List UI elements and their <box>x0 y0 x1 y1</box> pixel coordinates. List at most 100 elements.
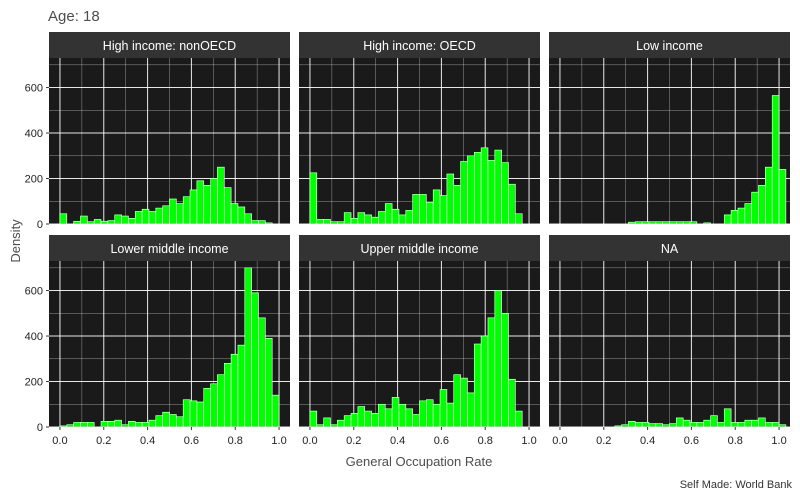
histogram-bar <box>350 413 359 428</box>
histogram-bar <box>176 203 184 225</box>
histogram-bar <box>337 221 345 225</box>
x-tick-label: 0.4 <box>640 435 655 447</box>
histogram-bar <box>446 402 455 428</box>
histogram-bar <box>689 422 698 428</box>
histogram-bar <box>771 422 780 428</box>
histogram-bar <box>432 189 441 225</box>
x-tick-label: 1.0 <box>521 435 536 447</box>
histogram-bar <box>203 388 211 428</box>
histogram-bar <box>494 149 502 225</box>
histogram-bar <box>223 363 232 428</box>
histogram-bar <box>155 415 163 428</box>
histogram-bar <box>258 317 266 428</box>
x-tick-label: 0.0 <box>552 435 567 447</box>
histogram-bar <box>648 423 657 428</box>
histogram-bar <box>271 394 280 428</box>
x-tick-label: 0.2 <box>596 435 611 447</box>
histogram-bar <box>237 206 246 225</box>
histogram-bar <box>107 220 116 225</box>
histogram-bar <box>723 408 732 428</box>
histogram-bar <box>87 221 95 225</box>
histogram-bar <box>189 189 198 225</box>
histogram-bar <box>662 424 670 428</box>
histogram-bar <box>439 389 448 428</box>
histogram-bar <box>66 424 74 428</box>
histogram-bar <box>251 220 259 225</box>
histogram-bar <box>460 377 468 428</box>
histogram-bar <box>128 218 136 225</box>
histogram-bar <box>737 207 746 225</box>
chart-caption: Self Made: World Bank <box>680 479 793 491</box>
histogram-bar <box>426 399 434 428</box>
histogram-bar <box>391 397 400 428</box>
histogram-bar <box>501 162 509 225</box>
histogram-bar <box>148 211 157 225</box>
histogram-bar <box>141 422 150 428</box>
histogram-bar <box>80 215 88 225</box>
histogram-bar <box>162 411 170 428</box>
facet-panel-3: Low income <box>549 32 790 225</box>
histogram-bar <box>93 219 102 225</box>
histogram-bar <box>758 417 766 428</box>
histogram-bar <box>357 406 366 428</box>
histogram-bar <box>689 221 698 225</box>
histogram-bar <box>378 211 386 225</box>
histogram-bar <box>717 422 725 428</box>
histogram-bar <box>467 392 475 428</box>
y-tick-label: 200 <box>25 174 43 186</box>
histogram-bar <box>453 374 461 428</box>
histogram-bar <box>350 218 359 225</box>
histogram-bar <box>114 214 122 225</box>
histogram-bar <box>217 166 225 225</box>
facet-strip <box>49 235 290 261</box>
histogram-bar <box>758 185 766 225</box>
histogram-bar <box>364 410 372 428</box>
histogram-bars <box>309 147 523 225</box>
histogram-bar <box>244 213 252 225</box>
histogram-bar <box>134 211 143 225</box>
histogram-bar <box>378 403 386 428</box>
histogram-bar <box>669 221 677 225</box>
histogram-bar <box>230 203 239 225</box>
y-tick-label: 200 <box>25 377 43 389</box>
x-tick-label: 1.0 <box>271 435 286 447</box>
histogram-bar <box>751 419 759 428</box>
histogram-bar <box>100 220 109 225</box>
histogram-bar <box>696 422 705 428</box>
x-tick-label: 0.6 <box>184 435 199 447</box>
histogram-bar <box>169 198 177 225</box>
histogram-bar <box>100 421 109 428</box>
histogram-bar <box>778 424 787 428</box>
histogram-bar <box>515 213 523 225</box>
y-tick-label: 400 <box>25 331 43 343</box>
facet-panel-6: NA 0.0 0.2 0.4 0.6 0.8 1.0 <box>549 235 790 447</box>
histogram-bar <box>309 172 318 225</box>
histogram-bar <box>405 408 413 428</box>
histogram-bar <box>771 95 780 225</box>
histogram-bar <box>641 221 650 225</box>
histogram-bar <box>480 147 489 225</box>
histogram-bar <box>398 403 407 428</box>
histogram-bar <box>121 424 129 428</box>
histogram-bar <box>371 216 379 225</box>
histogram-bar <box>398 214 407 225</box>
histogram-bar <box>217 374 225 428</box>
histogram-bar <box>59 425 68 428</box>
facet-strip-label: Low income <box>636 39 703 53</box>
histogram-bar <box>148 419 157 428</box>
chart-title: Age: 18 <box>48 8 100 25</box>
histogram-bar <box>309 410 318 428</box>
histogram-bar <box>439 195 448 225</box>
x-tick-label: 0.0 <box>52 435 67 447</box>
histogram-bar <box>480 335 489 428</box>
histogram-bar <box>323 219 331 225</box>
histogram-bar <box>419 194 427 225</box>
histogram-bar <box>80 422 88 428</box>
histogram-bar <box>107 421 116 428</box>
histogram-bar <box>265 338 273 428</box>
histogram-bar <box>778 169 787 225</box>
histogram-bar <box>182 399 191 428</box>
histogram-bar <box>237 344 246 428</box>
x-tick-label: 1.0 <box>771 435 786 447</box>
